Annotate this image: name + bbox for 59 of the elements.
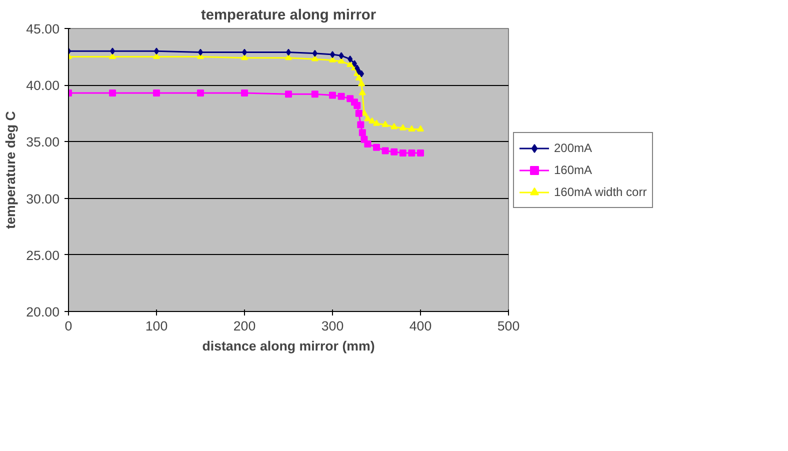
x-tick-label: 100 [145, 318, 168, 334]
y-tick-label: 25.00 [26, 248, 60, 263]
point [338, 57, 345, 64]
point [364, 140, 372, 148]
point [285, 90, 292, 98]
y-tick-label: 20.00 [26, 304, 60, 320]
point [241, 90, 248, 97]
point [241, 54, 248, 60]
point [359, 70, 364, 78]
point [153, 52, 160, 60]
y-tick-label: 30.00 [26, 191, 60, 206]
point [354, 102, 361, 109]
point [399, 150, 406, 157]
point [329, 92, 336, 99]
point [417, 150, 424, 157]
point [311, 55, 318, 62]
point [197, 90, 204, 97]
point [408, 125, 416, 132]
y-axis-title: temperature deg C [3, 110, 18, 229]
point [358, 80, 366, 86]
x-axis-title: distance along mirror (mm) [202, 338, 375, 354]
point [390, 123, 398, 130]
point [312, 50, 318, 57]
point [346, 60, 354, 67]
y-tick-label: 35.00 [26, 134, 60, 150]
point [417, 125, 424, 132]
point [338, 52, 344, 60]
point [373, 120, 380, 126]
point [355, 110, 362, 117]
chart-title: temperature along mirror [200, 8, 376, 24]
legend-label: 160mA width corr [554, 184, 647, 198]
point [382, 120, 389, 127]
point [329, 56, 336, 62]
x-tick-label: 200 [233, 318, 256, 334]
point [285, 54, 292, 60]
legend-label: 200mA [554, 140, 592, 154]
point [373, 144, 380, 151]
point [357, 121, 364, 128]
point [368, 117, 376, 124]
x-tick-label: 500 [497, 318, 520, 334]
point [358, 89, 366, 96]
point [364, 115, 372, 122]
point [338, 92, 345, 100]
point [109, 90, 116, 97]
y-tick-label: 40.00 [26, 78, 60, 94]
x-tick-label: 300 [321, 318, 344, 334]
x-tick-label: 0 [64, 318, 72, 334]
legend-label: 160mA [554, 162, 592, 176]
x-tick-label: 400 [409, 318, 432, 334]
point [153, 90, 160, 97]
point [348, 56, 353, 63]
point [399, 124, 406, 130]
point [358, 129, 366, 136]
point [311, 90, 318, 98]
point [109, 52, 116, 60]
point [382, 147, 389, 154]
y-tick-label: 45.00 [26, 22, 60, 36]
point [390, 148, 398, 156]
point [408, 150, 416, 157]
